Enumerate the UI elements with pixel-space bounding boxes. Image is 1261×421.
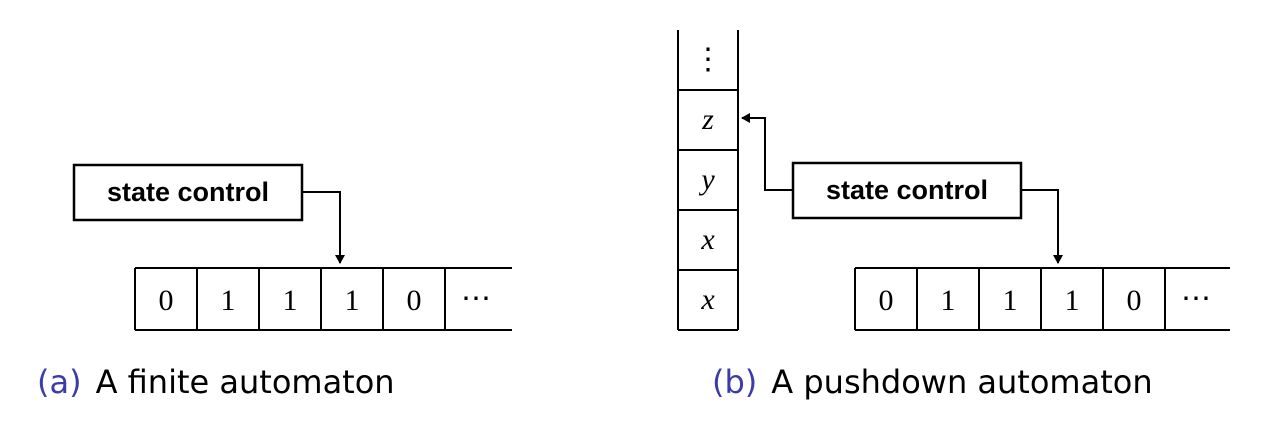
pushdown-tape-cell: 1 (1003, 284, 1018, 317)
finite-state-control-box (72, 163, 304, 222)
stack-pointer-arrow (741, 113, 793, 191)
pushdown-tape-cell: 1 (1065, 284, 1080, 317)
pushdown-tape-cell: 1 (941, 284, 956, 317)
pushdown-caption: (b) A pushdown automaton (712, 363, 1153, 401)
stack-cell: z (701, 103, 714, 136)
pushdown-head-arrow (1021, 189, 1063, 264)
finite-tape-cell: 1 (345, 284, 360, 317)
finite-state-control-label: state control (107, 177, 269, 207)
finite-tape-cell: 0 (159, 284, 174, 317)
pushdown-caption-tag: (b) (712, 363, 757, 401)
stack-cell: x (700, 223, 715, 256)
finite-caption-tag: (a) (37, 363, 82, 401)
pushdown-caption-text: A pushdown automaton (771, 363, 1152, 401)
finite-caption: (a) A finite automaton (37, 363, 395, 401)
pushdown-state-control-label: state control (826, 175, 988, 205)
finite-tape-cell: 1 (221, 284, 236, 317)
finite-caption-text: A finite automaton (96, 363, 395, 401)
pushdown-tape-cell: 0 (1127, 284, 1142, 317)
pushdown-tape-ellipsis: ⋯ (1181, 282, 1211, 315)
pushdown-tape-cell: 0 (879, 284, 894, 317)
finite-automaton-panel: state control 0 1 1 1 0 ⋯ (a) A finite a… (37, 163, 512, 401)
stack-cell-ellipsis: ⋮ (693, 43, 723, 76)
pushdown-automaton-panel: ⋮ z y x x state control 0 1 1 1 0 ⋯ (b) … (677, 30, 1230, 401)
stack-cell: y (698, 163, 715, 196)
finite-tape-cell: 0 (407, 284, 422, 317)
stack-cell: x (700, 283, 715, 316)
finite-tape-ellipsis: ⋯ (461, 282, 491, 315)
finite-head-arrow (302, 191, 345, 264)
finite-tape-cell: 1 (283, 284, 298, 317)
